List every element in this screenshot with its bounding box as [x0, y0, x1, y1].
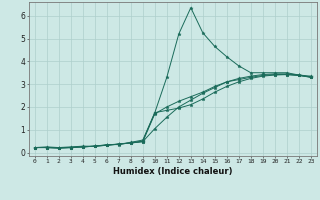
X-axis label: Humidex (Indice chaleur): Humidex (Indice chaleur) — [113, 167, 233, 176]
